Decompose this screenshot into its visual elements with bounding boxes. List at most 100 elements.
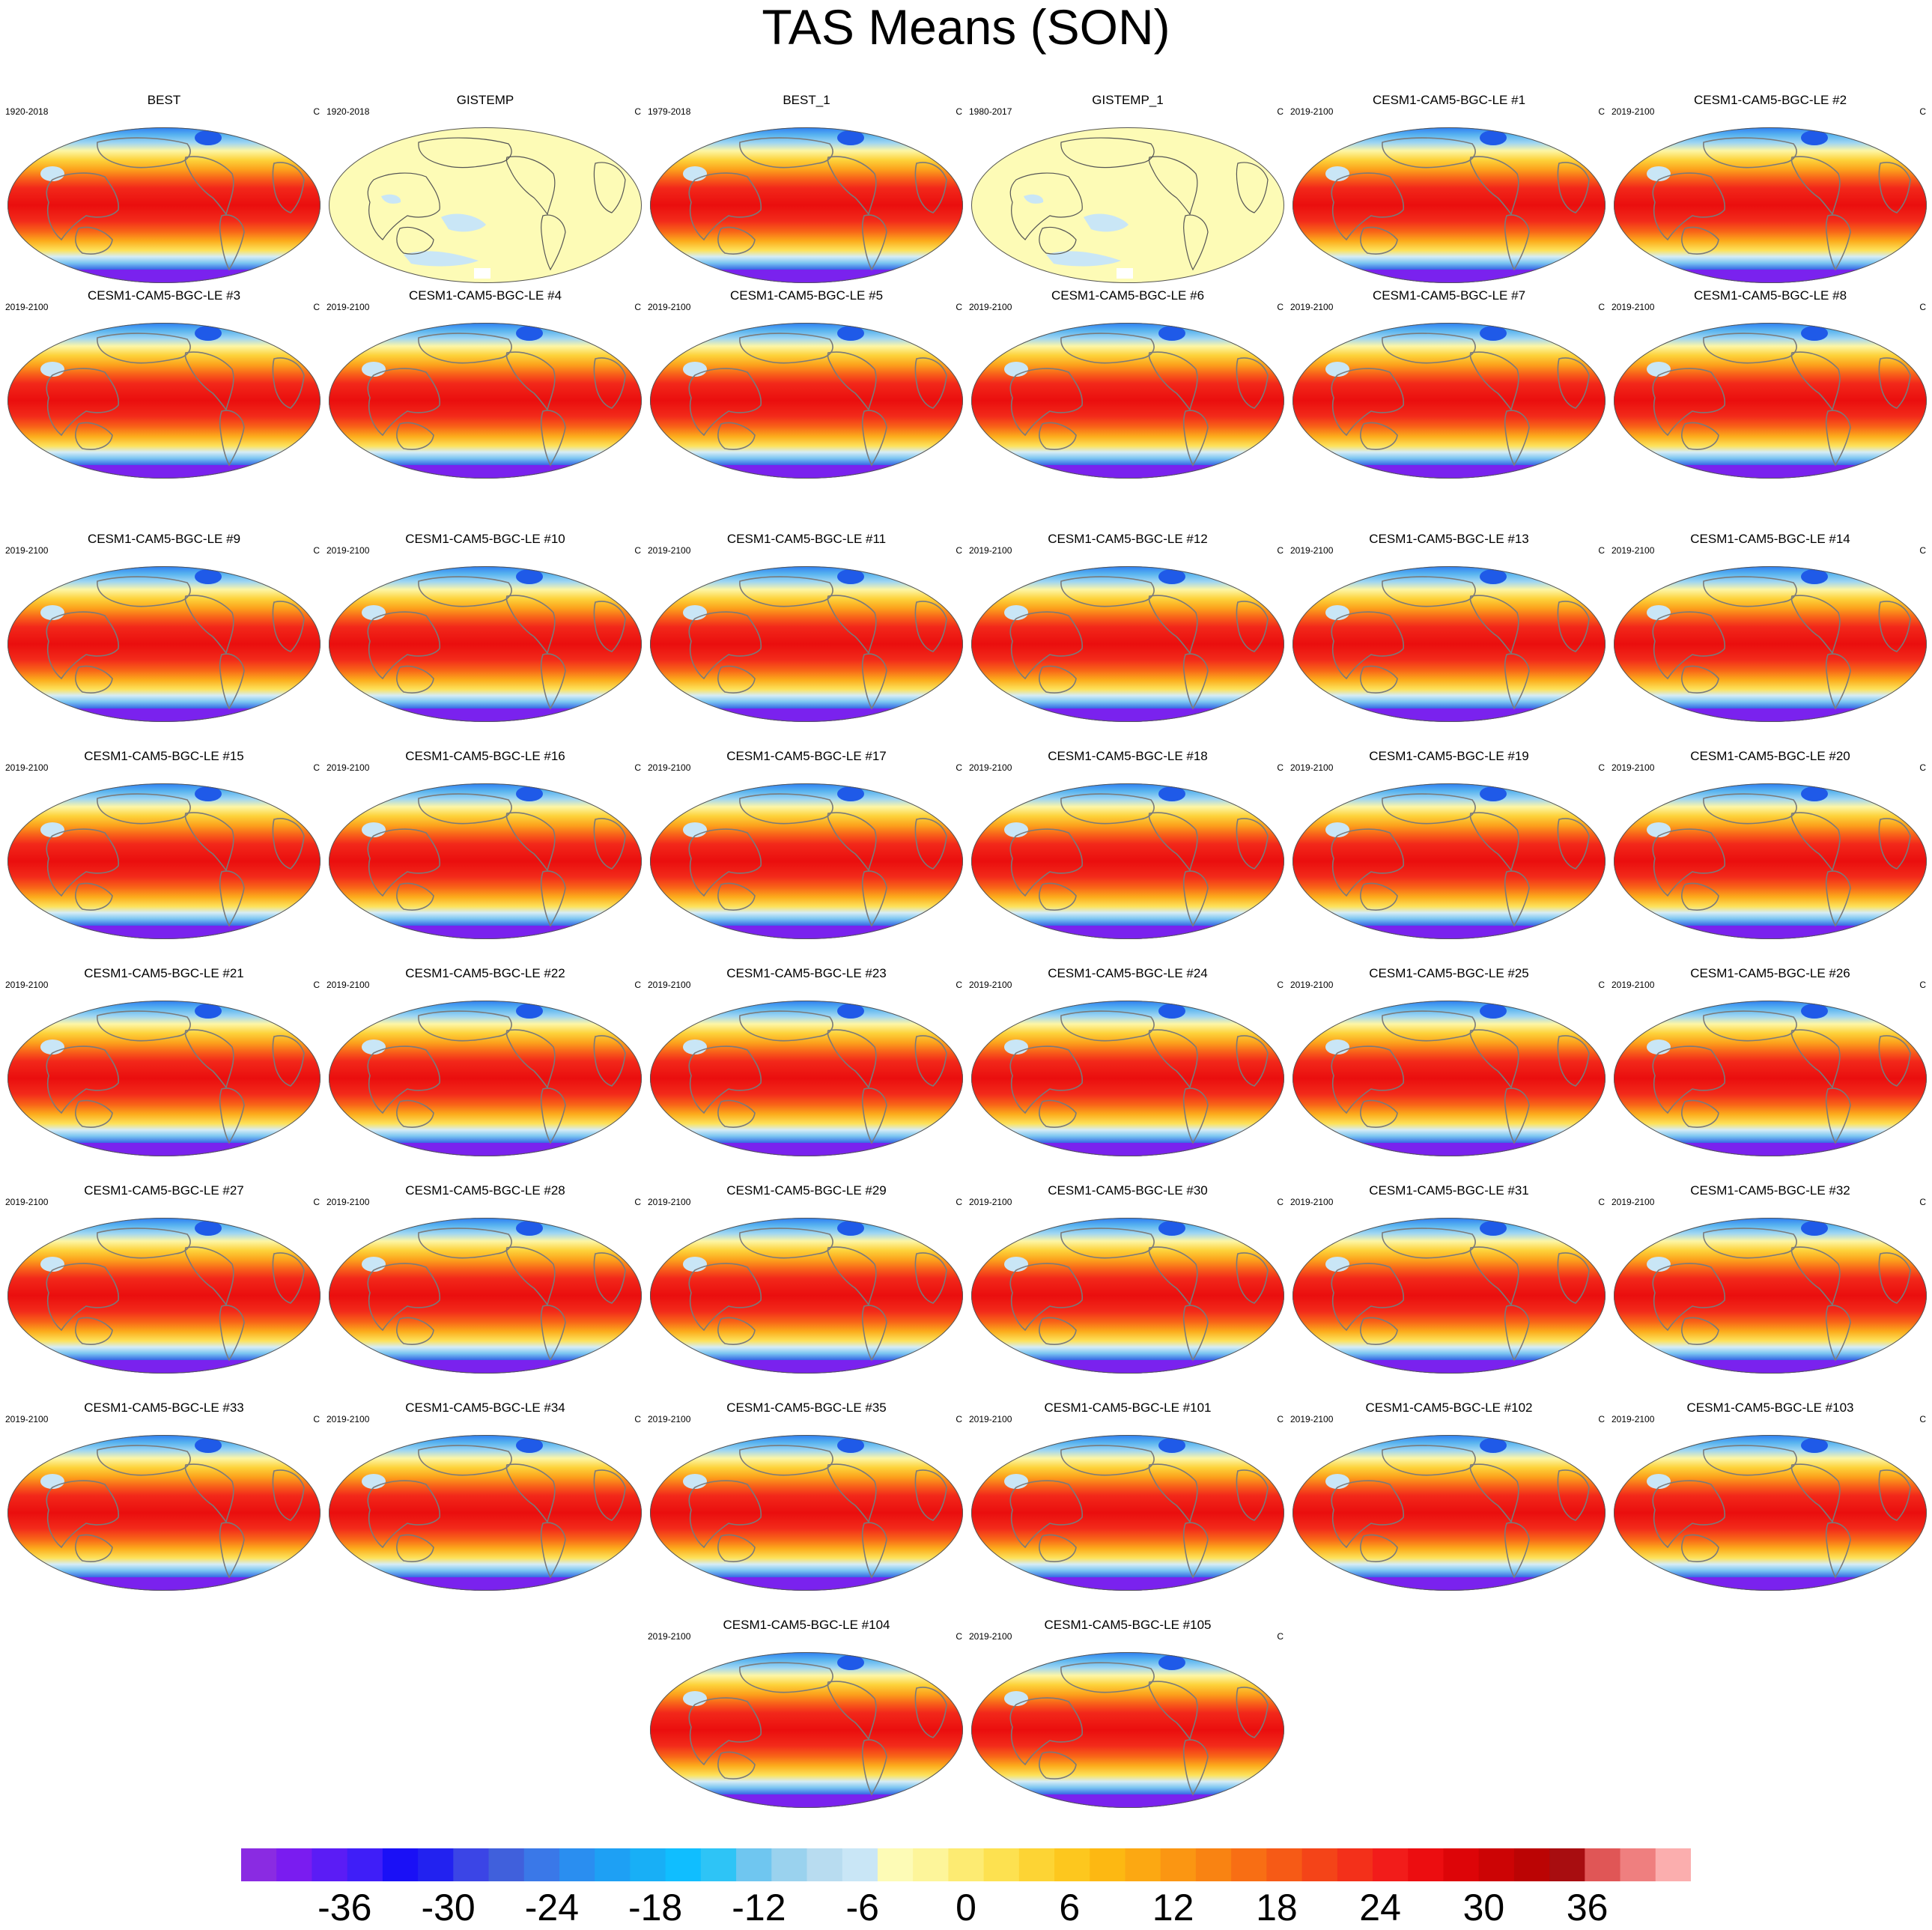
- panel-units: C: [956, 106, 962, 117]
- colorbar-tick-label: -30: [421, 1887, 475, 1923]
- panel-title: CESM1-CAM5-BGC-LE #23: [726, 966, 887, 980]
- map-panel: CESM1-CAM5-BGC-LE #24 2019-2100 C: [967, 966, 1288, 1168]
- panel-title: CESM1-CAM5-BGC-LE #104: [723, 1618, 890, 1632]
- panel-units: C: [1598, 980, 1605, 990]
- panel-period: 1920-2018: [326, 106, 370, 117]
- temperature-map: [971, 566, 1284, 722]
- colorbar-swatch: [1266, 1848, 1303, 1881]
- map-panel: CESM1-CAM5-BGC-LE #14 2019-2100 C: [1610, 532, 1931, 734]
- panel-period: 2019-2100: [326, 1414, 370, 1424]
- colorbar-tick-label: 30: [1463, 1887, 1505, 1923]
- temperature-map: [650, 1652, 963, 1808]
- colorbar-swatch: [736, 1848, 772, 1881]
- map-panel: CESM1-CAM5-BGC-LE #11 2019-2100 C: [646, 532, 967, 734]
- panel-period: 2019-2100: [5, 762, 49, 773]
- colorbar-swatch: [1655, 1848, 1691, 1881]
- panel-title: CESM1-CAM5-BGC-LE #34: [405, 1401, 565, 1415]
- panel-period: 2019-2100: [969, 762, 1012, 773]
- panel-title: CESM1-CAM5-BGC-LE #1: [1372, 93, 1526, 107]
- panel-title: CESM1-CAM5-BGC-LE #20: [1690, 749, 1850, 763]
- temperature-map: [971, 127, 1284, 283]
- panel-units: C: [1919, 1197, 1926, 1207]
- colorbar-tick-label: -12: [732, 1887, 786, 1923]
- panel-period: 1920-2018: [5, 106, 49, 117]
- map-panel: CESM1-CAM5-BGC-LE #32 2019-2100 C: [1610, 1183, 1931, 1386]
- colorbar-swatch: [453, 1848, 490, 1881]
- panel-units: C: [1598, 302, 1605, 312]
- panel-units: C: [1919, 1414, 1926, 1424]
- panel-period: 2019-2100: [1611, 106, 1655, 117]
- panel-units: C: [956, 762, 962, 773]
- panel-title: CESM1-CAM5-BGC-LE #10: [405, 532, 565, 546]
- panel-units: C: [634, 545, 641, 556]
- panel-title: CESM1-CAM5-BGC-LE #33: [84, 1401, 244, 1415]
- panel-period: 2019-2100: [648, 545, 691, 556]
- panel-period: 2019-2100: [5, 1197, 49, 1207]
- map-panel: CESM1-CAM5-BGC-LE #29 2019-2100 C: [646, 1183, 967, 1386]
- panel-units: C: [956, 1631, 962, 1642]
- panel-title: CESM1-CAM5-BGC-LE #17: [726, 749, 887, 763]
- temperature-map: [1614, 1218, 1927, 1374]
- map-panel: CESM1-CAM5-BGC-LE #33 2019-2100 C: [4, 1401, 324, 1603]
- panel-period: 2019-2100: [1290, 545, 1334, 556]
- colorbar-swatch: [1408, 1848, 1445, 1881]
- colorbar-swatch: [983, 1848, 1020, 1881]
- temperature-map: [7, 1001, 321, 1156]
- temperature-map: [650, 566, 963, 722]
- temperature-map: [971, 1218, 1284, 1374]
- map-panel: CESM1-CAM5-BGC-LE #1 2019-2100 C: [1289, 93, 1609, 295]
- colorbar-swatch: [1125, 1848, 1161, 1881]
- temperature-map: [1614, 1435, 1927, 1591]
- panel-units: C: [1277, 980, 1284, 990]
- map-panel: CESM1-CAM5-BGC-LE #103 2019-2100 C: [1610, 1401, 1931, 1603]
- panel-title: CESM1-CAM5-BGC-LE #101: [1044, 1401, 1212, 1415]
- temperature-map: [7, 566, 321, 722]
- panel-title: CESM1-CAM5-BGC-LE #30: [1048, 1183, 1208, 1198]
- colorbar-swatch: [806, 1848, 843, 1881]
- temperature-map: [650, 127, 963, 283]
- panel-units: C: [956, 980, 962, 990]
- panel-units: C: [634, 980, 641, 990]
- panel-title: CESM1-CAM5-BGC-LE #35: [726, 1401, 887, 1415]
- panel-period: 2019-2100: [1290, 1197, 1334, 1207]
- map-panel: CESM1-CAM5-BGC-LE #34 2019-2100 C: [325, 1401, 645, 1603]
- panel-units: C: [1598, 106, 1605, 117]
- map-panel: CESM1-CAM5-BGC-LE #8 2019-2100 C: [1610, 288, 1931, 491]
- temperature-map: [1292, 783, 1606, 939]
- colorbar-swatch: [276, 1848, 313, 1881]
- map-panel: CESM1-CAM5-BGC-LE #4 2019-2100 C: [325, 288, 645, 491]
- panel-units: C: [1919, 106, 1926, 117]
- panel-title: CESM1-CAM5-BGC-LE #13: [1369, 532, 1529, 546]
- panel-units: C: [1277, 1414, 1284, 1424]
- map-panel: CESM1-CAM5-BGC-LE #19 2019-2100 C: [1289, 749, 1609, 951]
- colorbar-swatch: [1054, 1848, 1090, 1881]
- panel-units: C: [1598, 1414, 1605, 1424]
- colorbar-swatch: [1195, 1848, 1232, 1881]
- map-panel: CESM1-CAM5-BGC-LE #7 2019-2100 C: [1289, 288, 1609, 491]
- panel-units: C: [634, 762, 641, 773]
- panel-period: 2019-2100: [326, 545, 370, 556]
- temperature-map: [650, 1435, 963, 1591]
- panel-period: 2019-2100: [5, 1414, 49, 1424]
- panel-units: C: [1598, 762, 1605, 773]
- colorbar-swatch: [1301, 1848, 1338, 1881]
- map-panel: CESM1-CAM5-BGC-LE #3 2019-2100 C: [4, 288, 324, 491]
- temperature-map: [329, 783, 642, 939]
- panel-period: 2019-2100: [1290, 302, 1334, 312]
- map-panel: BEST 1920-2018 C: [4, 93, 324, 295]
- temperature-map: [1614, 323, 1927, 479]
- panel-units: C: [313, 762, 320, 773]
- map-panel: CESM1-CAM5-BGC-LE #22 2019-2100 C: [325, 966, 645, 1168]
- map-panel: CESM1-CAM5-BGC-LE #104 2019-2100 C: [646, 1618, 967, 1820]
- colorbar-tick-label: -36: [318, 1887, 371, 1923]
- panel-title: CESM1-CAM5-BGC-LE #25: [1369, 966, 1529, 980]
- panel-units: C: [956, 1414, 962, 1424]
- map-panel: GISTEMP 1920-2018 C: [325, 93, 645, 295]
- colorbar-swatch: [948, 1848, 985, 1881]
- map-panel: CESM1-CAM5-BGC-LE #25 2019-2100 C: [1289, 966, 1609, 1168]
- temperature-map: [971, 1001, 1284, 1156]
- panel-period: 2019-2100: [969, 302, 1012, 312]
- colorbar-swatch: [595, 1848, 631, 1881]
- temperature-map: [1614, 1001, 1927, 1156]
- colorbar-swatch: [523, 1848, 560, 1881]
